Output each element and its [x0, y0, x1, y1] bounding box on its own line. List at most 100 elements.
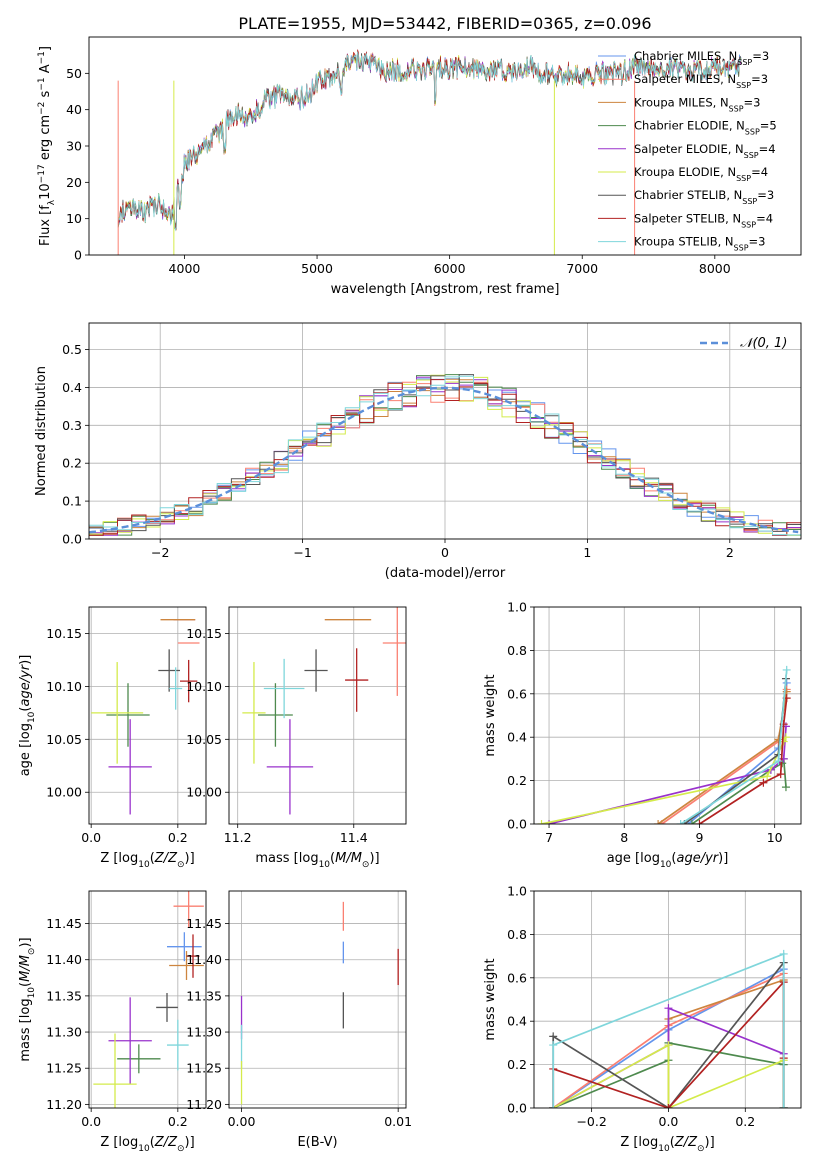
weight-vs-age-ytick-label: 0.4 — [507, 730, 527, 745]
weight-line — [548, 726, 787, 824]
weight-marker — [779, 737, 788, 746]
weight-vs-age-plot-area — [534, 607, 801, 824]
residual-histogram-ytick-label: 0.3 — [62, 418, 82, 433]
mass-vs-EBV-ytick-label: 11.25 — [186, 1061, 222, 1076]
spectrum-ylabel-part: −1 — [37, 77, 47, 90]
mass-vs-Z-ylabel-part: )] — [18, 937, 33, 947]
age-vs-mass-xlabel-part: )] — [369, 851, 379, 866]
weight-marker — [549, 1104, 558, 1108]
spectrum-ytick-label: 20 — [66, 175, 82, 190]
age-vs-mass-ytick-label: 10.15 — [186, 626, 222, 641]
age-vs-mass-xlabel-part: mass [log — [255, 851, 318, 866]
legend-count: =3 — [751, 72, 768, 86]
weight-vs-Z-xlabel-part: ( — [670, 1135, 675, 1150]
mass-vs-Z-xlabel-part: ⊙ — [177, 1144, 185, 1154]
legend-series-name: Chabrier ELODIE, N — [634, 119, 745, 133]
age-vs-Z-xlabel-part: ( — [150, 851, 155, 866]
weight-vs-Z-ytick-label: 0.8 — [507, 927, 527, 942]
residual-histogram-ytick-label: 0.1 — [62, 494, 82, 509]
mass-vs-Z-ylabel-part: ( — [18, 982, 33, 987]
mass-vs-EBV-ytick-label: 11.20 — [186, 1097, 222, 1112]
weight-marker — [549, 1041, 558, 1050]
residual-histogram-ytick-label: 0.4 — [62, 380, 82, 395]
legend-count: =4 — [759, 142, 776, 156]
weight-vs-age-xlabel-part: age [log — [607, 851, 660, 866]
spectrum-ylabel-part: Flux [f — [38, 205, 53, 246]
mass-vs-EBV-ytick-label: 11.35 — [186, 988, 222, 1003]
legend-series-name: Salpeter MILES, N — [634, 72, 736, 86]
legend-subscript: SSP — [729, 104, 744, 113]
legend-label: Salpeter ELODIE, NSSP=4 — [634, 142, 776, 160]
weight-vs-Z-xtick-label: 0.0 — [659, 1114, 679, 1129]
mass-vs-EBV-ytick-label: 11.30 — [186, 1025, 222, 1040]
age-vs-Z-xlabel-part: 10 — [138, 860, 150, 870]
age-vs-Z-frame — [88, 606, 207, 825]
age-vs-Z-ylabel: age [log10(age/yr)] — [18, 655, 37, 777]
weight-vs-age-xlabel-part: )] — [718, 851, 728, 866]
mass-vs-EBV-xtick-label: 0.00 — [228, 1114, 256, 1129]
legend-label: Kroupa MILES, NSSP=3 — [634, 95, 760, 113]
weight-marker — [664, 1041, 673, 1050]
legend-label: Chabrier MILES, NSSP=3 — [634, 49, 769, 67]
mass-vs-EBV-xlabel: E(B-V) — [297, 1135, 337, 1150]
age-vs-Z-xlabel-part: ⊙ — [177, 860, 185, 870]
spectrum-axes: 4000 5000 6000 7000 8000 0 10 20 30 40 50 wavelengt… — [37, 36, 802, 297]
age-vs-mass-xlabel-part: 10 — [319, 860, 331, 870]
weight-vs-Z-xlabel-part: Z [log — [620, 1135, 658, 1150]
spectrum-ylabel-part: −1 — [37, 51, 47, 64]
weight-vs-age-xlabel-part: 10 — [660, 860, 672, 870]
legend-subscript: SSP — [744, 150, 759, 159]
normal-curve — [89, 386, 799, 534]
legend-normal-label: 𝒩(0, 1) — [740, 336, 787, 351]
spectrum-xtick-label: 8000 — [699, 261, 731, 276]
legend-label: Kroupa ELODIE, NSSP=4 — [634, 165, 768, 183]
age-vs-Z-xtick-label: 0.2 — [168, 830, 188, 845]
mass-vs-Z-ylabel-part: mass [log — [18, 998, 33, 1061]
age-vs-mass-axes: 11.2 11.4 10.00 10.05 10.10 10.15 mass [log10(… — [186, 606, 407, 870]
legend-series-name: Chabrier MILES, N — [634, 49, 737, 63]
mass-vs-Z-xlabel-part: ( — [150, 1135, 155, 1150]
spectrum-ytick-label: 0 — [74, 248, 82, 263]
legend-count: =5 — [760, 119, 777, 133]
weight-marker — [781, 783, 790, 792]
spectrum-ylabel-part: s — [38, 90, 53, 101]
figure-title: PLATE=1955, MJD=53442, FIBERID=0365, z=0… — [238, 14, 651, 33]
spectrum-ytick-label: 30 — [66, 139, 82, 154]
weight-marker — [695, 820, 704, 824]
spectrum-ytick-label: 50 — [66, 66, 82, 81]
legend-label: Chabrier ELODIE, NSSP=5 — [634, 119, 777, 137]
weight-marker — [687, 820, 696, 824]
spectrum-ylabel-part: erg cm — [38, 115, 53, 164]
weight-line — [687, 682, 788, 824]
age-vs-Z-ytick-label: 10.10 — [46, 679, 82, 694]
mass-vs-Z-ytick-label: 11.35 — [46, 988, 82, 1003]
weight-vs-Z-xlabel-part: 10 — [658, 1144, 670, 1154]
mass-vs-Z-ylabel-part: 10 — [27, 987, 37, 999]
age-vs-Z-ytick-label: 10.00 — [46, 785, 82, 800]
legend-series-name: Salpeter STELIB, N — [634, 211, 741, 225]
spectrum-ylabel-part: 10 — [38, 183, 53, 200]
legend-series-name: Salpeter ELODIE, N — [634, 142, 744, 156]
weight-marker — [664, 1104, 673, 1108]
legend-series-name: Kroupa MILES, N — [634, 95, 729, 109]
spectrum-line — [117, 51, 742, 232]
legend-series-name: Kroupa ELODIE, N — [634, 165, 736, 179]
weight-marker — [537, 820, 546, 824]
weight-vs-age-xtick-label: 8 — [620, 830, 628, 845]
mass-vs-Z-frame — [88, 890, 207, 1109]
residual-histogram-xtick-label: −2 — [151, 545, 169, 560]
weight-marker — [545, 820, 554, 824]
residual-histogram-ytick-label: 0.5 — [62, 342, 82, 357]
weight-vs-Z-xlabel: Z [log10(Z/Z⊙)] — [620, 1135, 714, 1154]
residual-histogram-xtick-label: 2 — [726, 545, 734, 560]
histogram-step — [89, 375, 801, 536]
weight-vs-age-ytick-label: 0.2 — [507, 773, 527, 788]
mass-vs-Z-ytick-label: 11.30 — [46, 1025, 82, 1040]
mass-vs-EBV-plot-area — [229, 891, 406, 1108]
age-vs-mass-ytick-label: 10.05 — [186, 732, 222, 747]
age-vs-mass-xtick-label: 11.4 — [340, 830, 368, 845]
age-vs-Z-ylabel-part: )] — [18, 655, 33, 665]
legend-label: Salpeter MILES, NSSP=3 — [634, 72, 768, 90]
